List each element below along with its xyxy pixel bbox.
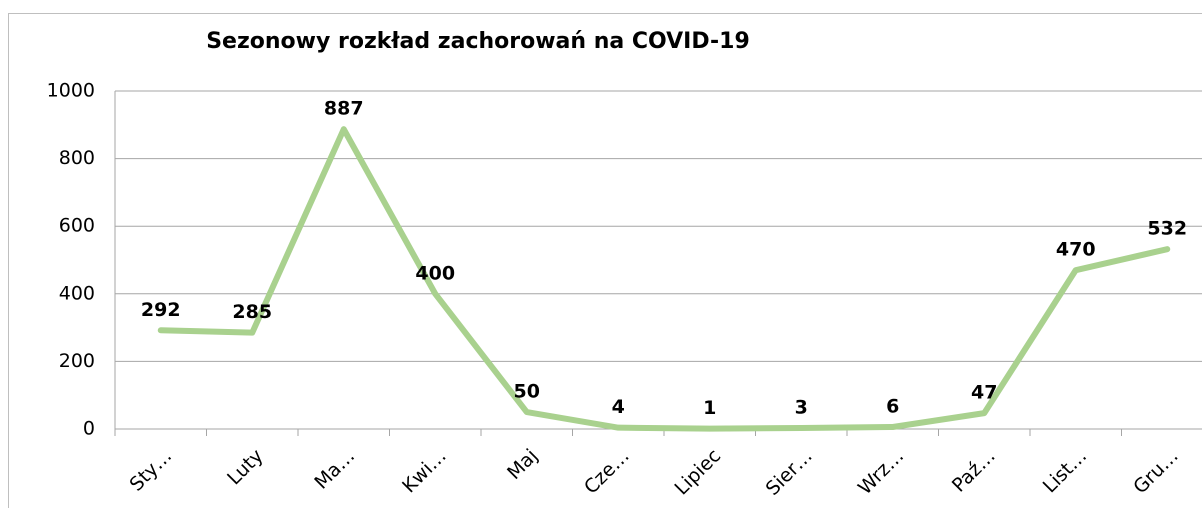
y-tick-label: 1000 bbox=[47, 80, 95, 102]
data-label: 3 bbox=[795, 396, 808, 418]
data-label: 400 bbox=[415, 262, 455, 284]
x-tick-label: Paź… bbox=[948, 445, 1000, 497]
x-tick-label: Wrz… bbox=[854, 445, 908, 499]
x-tick-label: Luty bbox=[223, 445, 268, 490]
x-tick-label: Ma… bbox=[310, 445, 359, 494]
x-tick-label: Sty… bbox=[125, 445, 176, 496]
x-tick-label: Kwi… bbox=[398, 445, 451, 498]
y-tick-label: 800 bbox=[59, 147, 95, 169]
chart-border bbox=[8, 13, 1202, 508]
data-label: 292 bbox=[141, 299, 181, 321]
data-label: 4 bbox=[612, 396, 625, 418]
x-tick-label: Gru… bbox=[1129, 445, 1182, 498]
chart-title: Sezonowy rozkład zachorowań na COVID-19 bbox=[206, 29, 750, 54]
data-label: 50 bbox=[514, 381, 540, 403]
x-tick-label: Cze… bbox=[580, 445, 634, 499]
x-tick-label: List… bbox=[1039, 445, 1091, 497]
data-label: 47 bbox=[971, 382, 997, 404]
x-tick-label: Maj bbox=[503, 445, 542, 484]
y-tick-label: 600 bbox=[59, 215, 95, 237]
data-label: 1 bbox=[703, 397, 716, 419]
data-label: 470 bbox=[1056, 239, 1096, 261]
data-label: 532 bbox=[1147, 218, 1187, 240]
data-label: 285 bbox=[232, 301, 272, 323]
x-tick-label: Lipiec bbox=[670, 445, 725, 500]
y-tick-label: 200 bbox=[59, 350, 95, 372]
data-label: 887 bbox=[324, 98, 364, 120]
data-label: 6 bbox=[886, 395, 899, 417]
y-tick-label: 400 bbox=[59, 282, 95, 304]
x-tick-label: Sier… bbox=[762, 445, 817, 500]
line-series bbox=[157, 126, 1171, 432]
y-tick-label: 0 bbox=[83, 418, 95, 440]
